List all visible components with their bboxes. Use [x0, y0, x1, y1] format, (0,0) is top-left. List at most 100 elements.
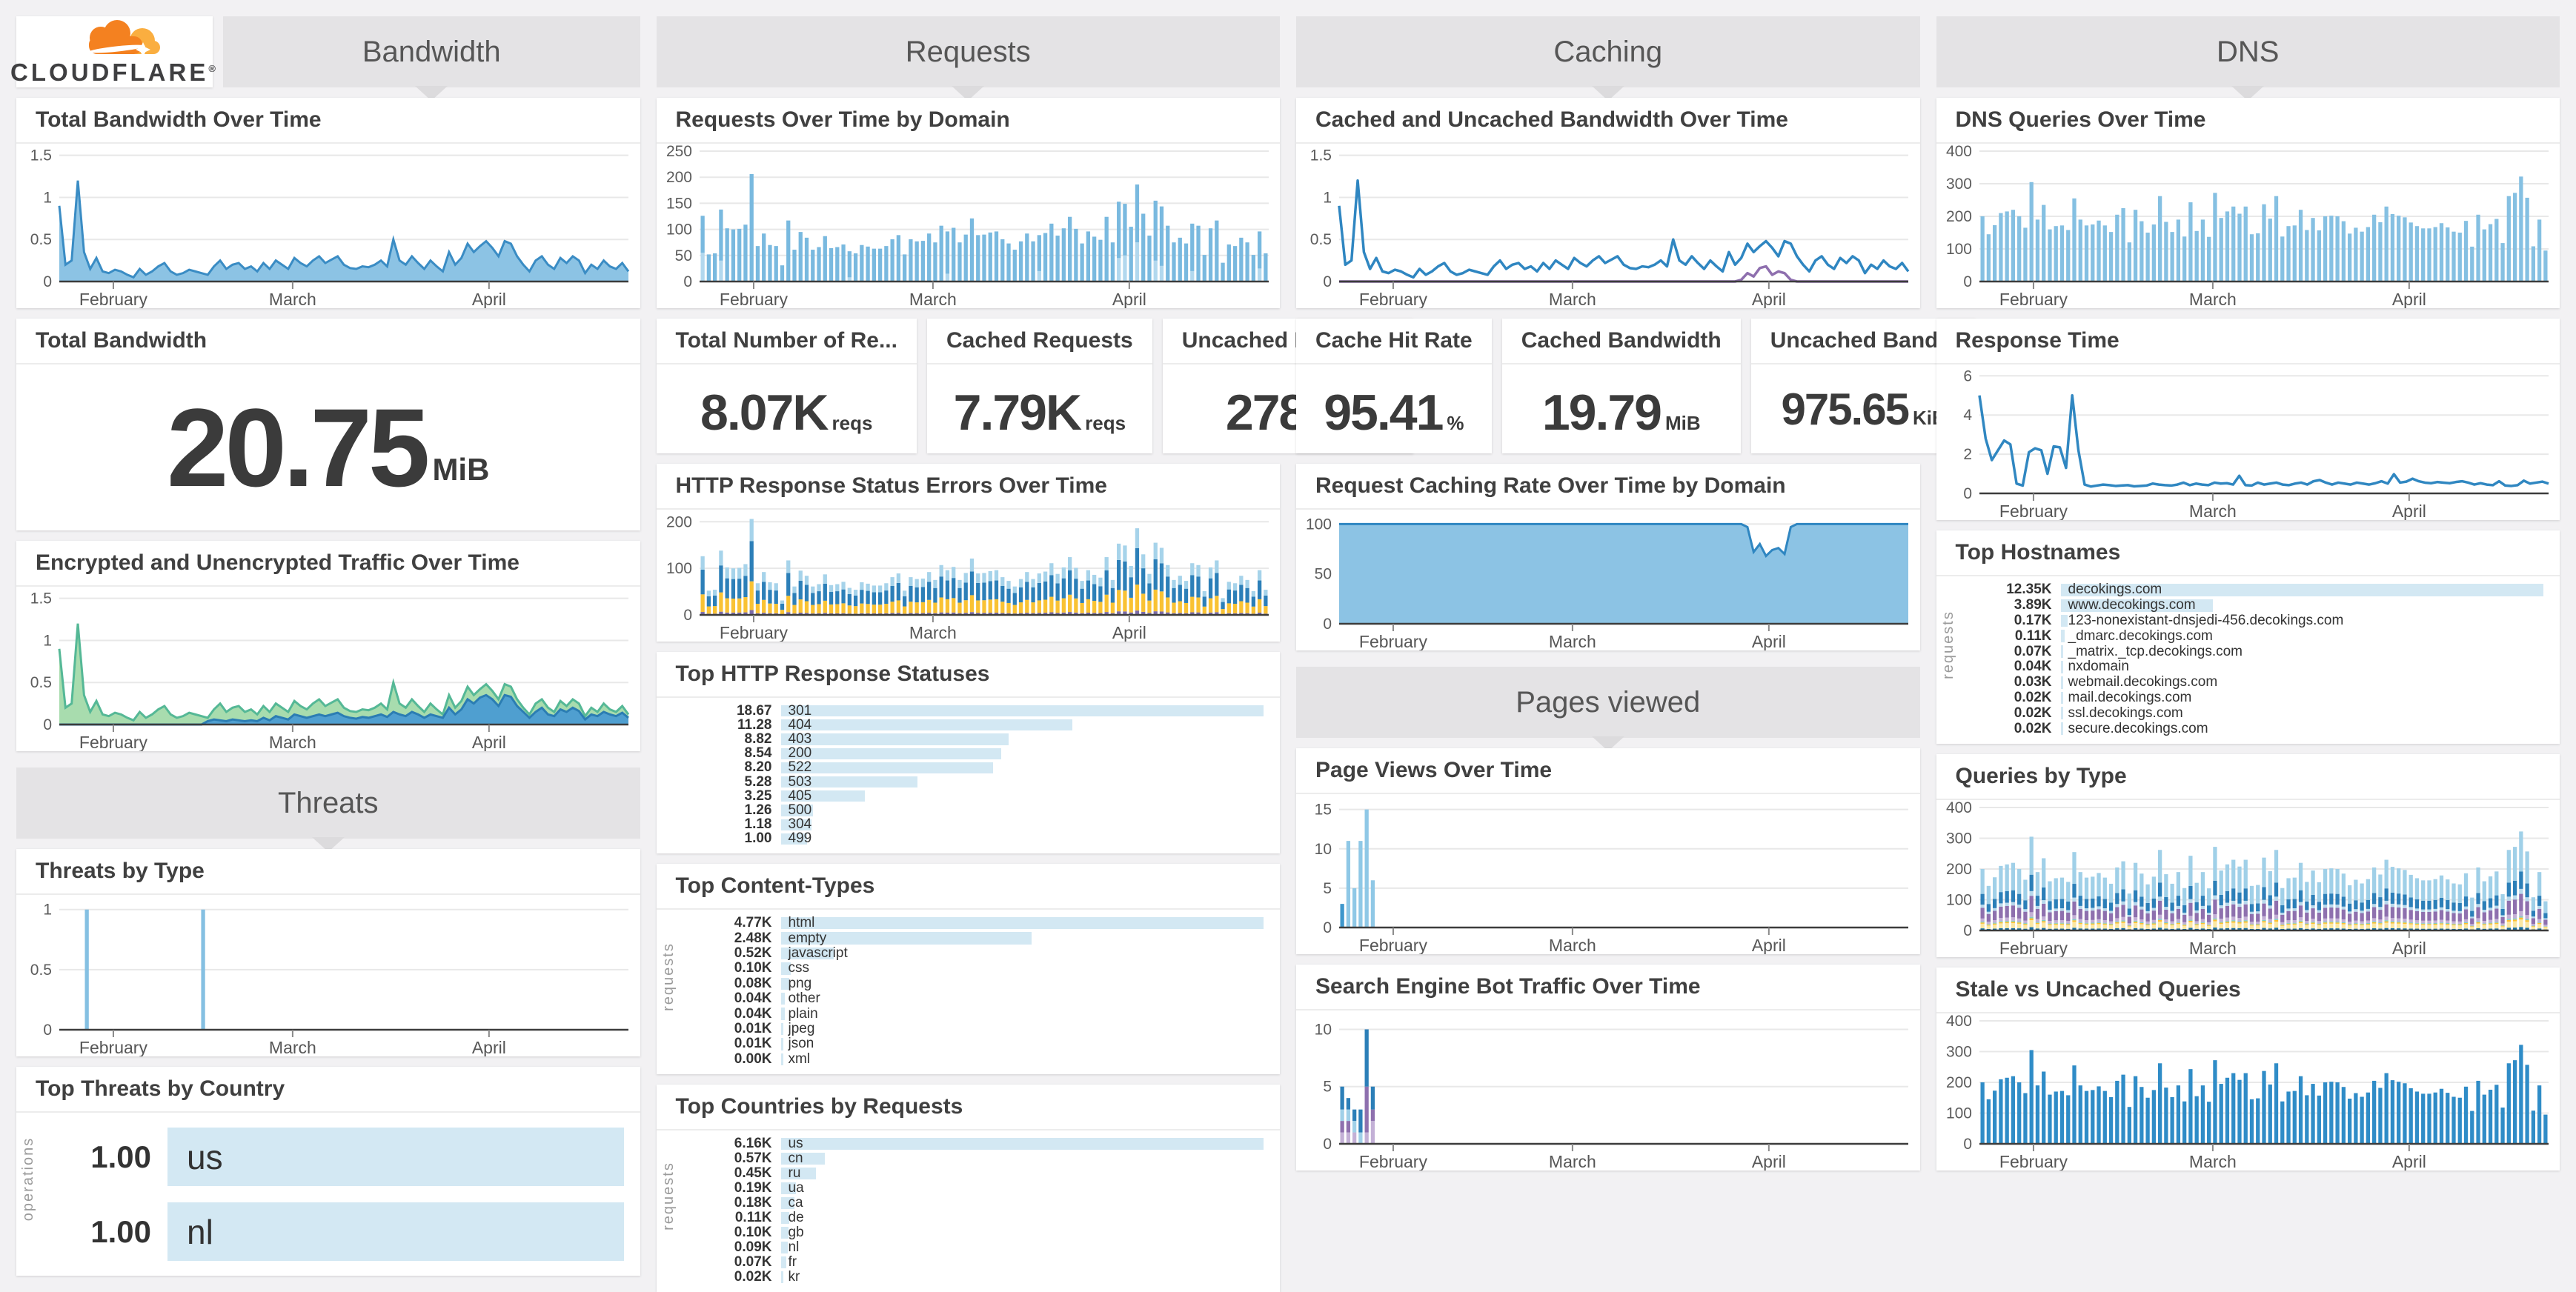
list-item: 0.02K secure.decokings.com	[1969, 721, 2544, 736]
panel-title: Top Threats by Country	[16, 1067, 640, 1113]
caching-rate-chart: 0 50 100 February March April	[1296, 510, 1920, 651]
svg-text:100: 100	[1945, 892, 1971, 909]
list-item: 8.54 200	[689, 745, 1264, 761]
section-header-bandwidth[interactable]: Bandwidth	[223, 16, 640, 101]
svg-text:50: 50	[1315, 566, 1332, 583]
list-item-bar	[2060, 584, 2543, 596]
chart-canvas: 0 50 100 February March April	[1306, 516, 1908, 651]
section-title: Caching	[1553, 35, 1663, 68]
list-item: 0.07K fr	[689, 1254, 1264, 1270]
list-item-value: 0.02K	[734, 1269, 772, 1285]
panel-title: Queries by Type	[1936, 754, 2560, 800]
svg-text:March: March	[909, 290, 956, 308]
list-item: 12.35K decokings.com	[1969, 582, 2543, 598]
section-header-caching[interactable]: Caching	[1296, 16, 1920, 101]
svg-text:0: 0	[683, 607, 692, 624]
section-header-pages-viewed[interactable]: Pages viewed	[1296, 667, 1920, 751]
list-item-label: css	[788, 960, 810, 976]
panel-cached-requests: Cached Requests 7.79K reqs	[926, 319, 1152, 453]
list-item-value: 0.00K	[734, 1050, 772, 1067]
list-item-label: gb	[788, 1225, 804, 1240]
list-item-value: 8.20	[744, 759, 772, 776]
cloudflare-cloud-icon	[88, 19, 160, 57]
list-item-bar	[780, 1008, 786, 1020]
http-errors-chart: 0 100 200 February March April	[657, 510, 1281, 642]
list-item-bar-zone: ru	[780, 1165, 1264, 1181]
list-item-value: 0.07K	[2014, 643, 2052, 659]
stat-number: 19.79	[1541, 384, 1662, 441]
panel-title: Total Number of Re...	[656, 319, 917, 364]
list-item: 1.26 500	[689, 802, 1264, 818]
svg-text:1.5: 1.5	[1310, 147, 1332, 164]
panel-title: Top Countries by Requests	[656, 1085, 1280, 1130]
list-item-label: 499	[788, 830, 812, 847]
list-item-value: 0.08K	[734, 975, 772, 991]
list-item: 0.04K nxdomain	[1969, 659, 2544, 675]
list-item: 0.01K json	[689, 1036, 1264, 1051]
panel-top-countries: Top Countries by Requests requests 6.16K…	[656, 1085, 1280, 1292]
panel-title: Total Bandwidth Over Time	[16, 98, 640, 144]
svg-text:February: February	[1359, 1152, 1428, 1171]
list-item-bar-zone: 404	[780, 717, 1264, 733]
cloudflare-wordmark: CLOUDFLARE®	[10, 58, 219, 86]
svg-text:400: 400	[1945, 800, 1971, 816]
list-item-label: www.decokings.com	[2068, 597, 2196, 613]
section-title: Bandwidth	[362, 35, 501, 68]
list-item-bar-zone: 200	[780, 745, 1264, 761]
list-item-bar	[780, 1168, 817, 1179]
panel-search-bots: Search Engine Bot Traffic Over Time 0 5 10…	[1296, 965, 1920, 1171]
list-item-value: 0.09K	[734, 1239, 772, 1255]
panel-top-hostnames: Top Hostnames requests 12.35K decokings.c…	[1936, 530, 2560, 744]
list-item-bar	[780, 1227, 789, 1239]
list-item-label: xml	[788, 1050, 811, 1067]
list-item-bar-zone: mail.decokings.com	[2060, 690, 2544, 706]
list-item-value: 0.03K	[2014, 674, 2052, 690]
panel-caching-rate: Request Caching Rate Over Time by Domain…	[1296, 464, 1920, 651]
list-item-bar-zone: webmail.decokings.com	[2060, 674, 2544, 690]
list-item-label: png	[788, 975, 812, 991]
svg-text:0.5: 0.5	[30, 231, 52, 248]
svg-text:February: February	[1359, 632, 1428, 650]
svg-text:0: 0	[1323, 1136, 1332, 1153]
caching-stats-row: Cache Hit Rate 95.41% Cached Bandwidth 1…	[1296, 319, 1976, 453]
list-item-label: jpeg	[788, 1021, 815, 1037]
svg-text:15: 15	[1315, 802, 1332, 819]
stat-unit: reqs	[1085, 412, 1126, 434]
svg-text:200: 200	[665, 513, 691, 530]
svg-text:200: 200	[1945, 1074, 1971, 1091]
stat-number: 20.75	[167, 384, 430, 510]
section-header-threats[interactable]: Threats	[16, 767, 640, 852]
svg-text:April: April	[1752, 290, 1786, 308]
list-item-label: de	[788, 1210, 804, 1225]
chart-canvas: 0 2 4 6 February March April	[1963, 367, 2549, 521]
chart-canvas: 0 5 10 February March April	[1315, 1021, 1908, 1171]
section-header-requests[interactable]: Requests	[656, 16, 1280, 101]
list-item: 3.25 405	[689, 788, 1264, 804]
list-item-label: _dmarc.decokings.com	[2068, 627, 2213, 644]
total-bandwidth-over-time-chart: 0 0.5 1 1.5 February March April	[16, 144, 640, 309]
list-item-value: 0.02K	[2014, 720, 2052, 736]
list-item-bar	[780, 1138, 1264, 1150]
y-axis-label: requests	[1940, 610, 1956, 679]
panel-title: Top HTTP Response Statuses	[656, 652, 1280, 698]
svg-text:March: March	[269, 290, 316, 308]
svg-text:0: 0	[1323, 919, 1332, 936]
list-item-value: 0.02K	[2014, 689, 2052, 705]
stale-uncached-chart: 0 100 200 300 400 February March April	[1936, 1013, 2560, 1171]
list-item-bar	[2060, 676, 2063, 689]
list-item-label: nl	[788, 1239, 800, 1255]
stat-value: 95.41%	[1296, 364, 1492, 453]
section-title: DNS	[2217, 35, 2280, 68]
svg-text:April: April	[2391, 1152, 2426, 1171]
list-item-value: 0.04K	[734, 990, 772, 1007]
panel-title: Threats by Type	[16, 849, 640, 895]
requests-stats-row: Total Number of Re... 8.07K reqs Cached R…	[656, 319, 1414, 453]
stat-value: 8.07K reqs	[657, 364, 917, 453]
stat-number: 95.41	[1324, 384, 1444, 441]
section-pointer	[1591, 736, 1624, 751]
list-item: 5.28 503	[689, 774, 1264, 790]
stat-number: 8.07K	[700, 384, 829, 441]
section-header-dns[interactable]: DNS	[1936, 16, 2560, 101]
list-item-bar	[2060, 614, 2068, 627]
svg-text:0: 0	[43, 716, 52, 733]
